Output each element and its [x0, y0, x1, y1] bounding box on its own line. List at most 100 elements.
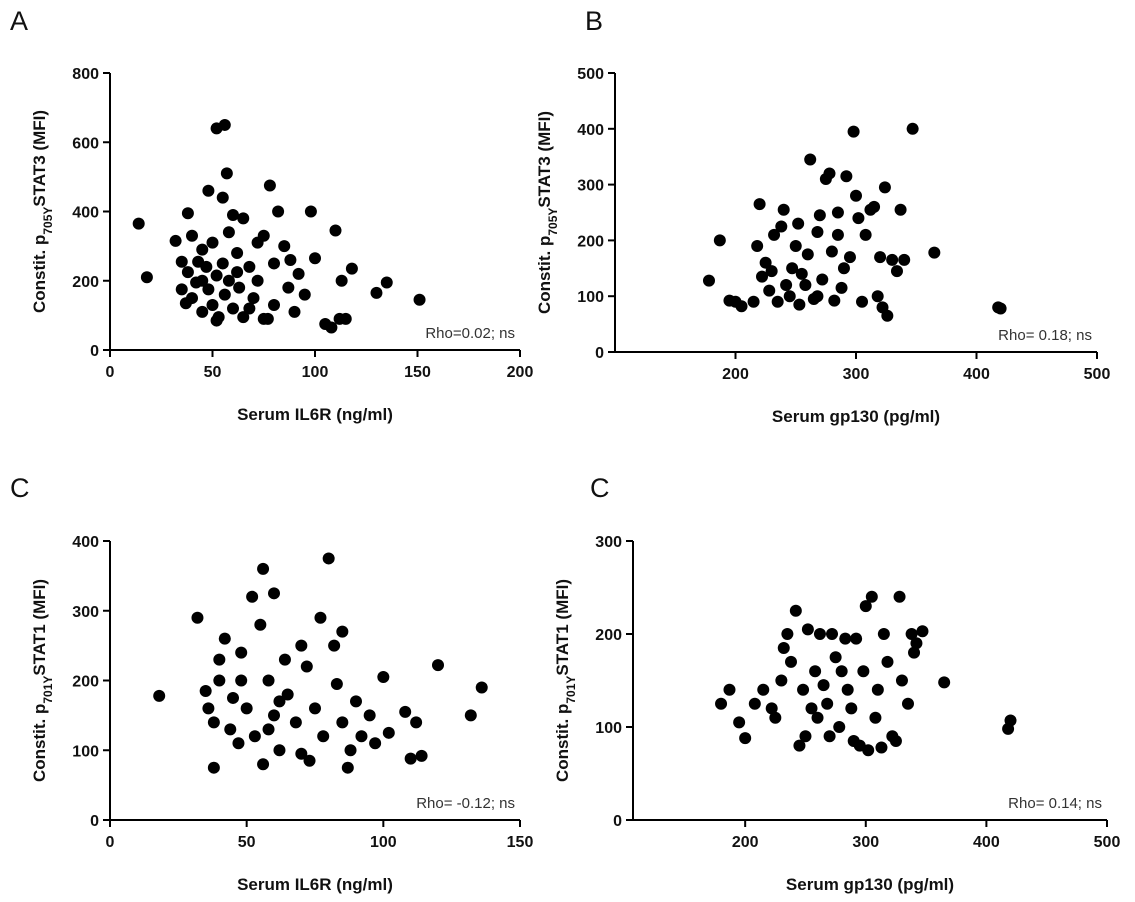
y-tick-label: 100	[72, 743, 99, 760]
data-point	[805, 702, 818, 715]
data-point	[1004, 714, 1017, 727]
data-point	[771, 295, 784, 308]
data-point	[328, 639, 341, 652]
data-point	[355, 730, 368, 743]
data-point	[775, 220, 788, 233]
data-point	[289, 716, 302, 729]
data-point	[464, 709, 477, 722]
y-axis-label-part: Constit. p	[30, 704, 49, 782]
y-tick-label: 800	[72, 66, 99, 83]
data-point	[243, 260, 256, 273]
data-point	[191, 611, 204, 624]
data-point	[206, 298, 219, 311]
data-point	[186, 229, 198, 242]
data-point	[862, 744, 875, 757]
y-tick-label: 400	[72, 205, 99, 222]
data-point	[227, 691, 239, 704]
data-point	[247, 292, 260, 305]
data-point	[881, 309, 894, 322]
data-point	[213, 653, 226, 666]
data-point	[309, 702, 321, 715]
data-point	[833, 721, 846, 733]
x-tick-label: 200	[732, 834, 759, 851]
data-point	[210, 269, 223, 282]
data-point	[757, 683, 770, 696]
data-point	[733, 716, 746, 729]
y-tick-label: 200	[72, 274, 99, 291]
data-point	[804, 153, 817, 166]
data-point	[207, 761, 220, 774]
y-axis-label: Constit. p701YSTAT1 (MFI)	[30, 579, 55, 782]
data-point	[775, 674, 788, 687]
x-tick-label: 150	[507, 834, 534, 851]
y-axis-label: Constit. p705YSTAT3 (MFI)	[30, 110, 55, 313]
data-point	[877, 628, 890, 640]
data-point	[906, 122, 919, 135]
data-point	[763, 284, 776, 297]
data-point	[175, 255, 188, 268]
data-point	[243, 302, 256, 315]
data-point	[801, 248, 814, 261]
data-point	[890, 265, 903, 278]
data-point	[781, 628, 794, 640]
data-point	[248, 730, 261, 743]
x-axis-label: Serum gp130 (pg/ml)	[772, 407, 940, 426]
x-axis-label: Serum IL6R (ng/ml)	[237, 875, 393, 894]
data-point	[339, 312, 352, 325]
data-point	[132, 217, 145, 230]
y-axis-label-part: Constit. p	[30, 235, 49, 313]
data-point	[928, 246, 941, 259]
x-tick-label: 300	[843, 366, 870, 383]
panel-letter: A	[10, 6, 28, 36]
y-tick-label: 500	[577, 66, 604, 83]
data-point	[894, 203, 907, 216]
data-point	[765, 265, 778, 278]
data-point	[785, 655, 797, 668]
data-point	[875, 741, 888, 754]
data-point	[284, 253, 297, 266]
panel-letter: C	[590, 473, 610, 503]
data-point	[216, 191, 229, 204]
y-axis-label-part: Constit. p	[553, 704, 572, 782]
data-point	[232, 737, 245, 750]
data-point	[235, 646, 248, 659]
data-point	[795, 267, 808, 280]
data-point	[251, 274, 264, 287]
data-point	[196, 243, 209, 256]
data-point	[768, 228, 781, 241]
data-point	[713, 234, 726, 247]
data-point	[874, 251, 887, 264]
y-tick-label: 400	[72, 534, 99, 551]
y-tick-label: 300	[577, 178, 604, 195]
data-point	[282, 281, 295, 294]
data-point	[765, 702, 778, 715]
data-point	[889, 734, 902, 747]
data-point	[200, 260, 213, 273]
data-point	[739, 732, 752, 745]
y-tick-label: 0	[595, 345, 604, 362]
y-tick-label: 0	[90, 813, 99, 830]
x-tick-label: 400	[973, 834, 1000, 851]
annotation: Rho= -0.12; ns	[416, 795, 515, 812]
data-point	[759, 256, 772, 269]
x-tick-label: 500	[1094, 834, 1121, 851]
data-point	[793, 739, 806, 752]
data-point	[237, 212, 250, 225]
data-point	[246, 590, 259, 603]
x-tick-label: 0	[106, 364, 115, 381]
data-point	[175, 283, 188, 296]
data-point	[196, 274, 209, 287]
data-point	[222, 274, 235, 287]
y-tick-label: 400	[577, 122, 604, 139]
data-point	[196, 305, 209, 318]
y-axis-label-part: Constit. p	[535, 236, 554, 314]
data-point	[263, 179, 276, 192]
data-point	[837, 262, 850, 275]
data-point	[835, 281, 848, 294]
y-tick-label: 600	[72, 135, 99, 152]
data-point	[300, 660, 313, 673]
data-point	[783, 290, 796, 303]
data-point	[309, 252, 321, 265]
data-point	[181, 266, 194, 279]
data-point	[801, 623, 814, 636]
